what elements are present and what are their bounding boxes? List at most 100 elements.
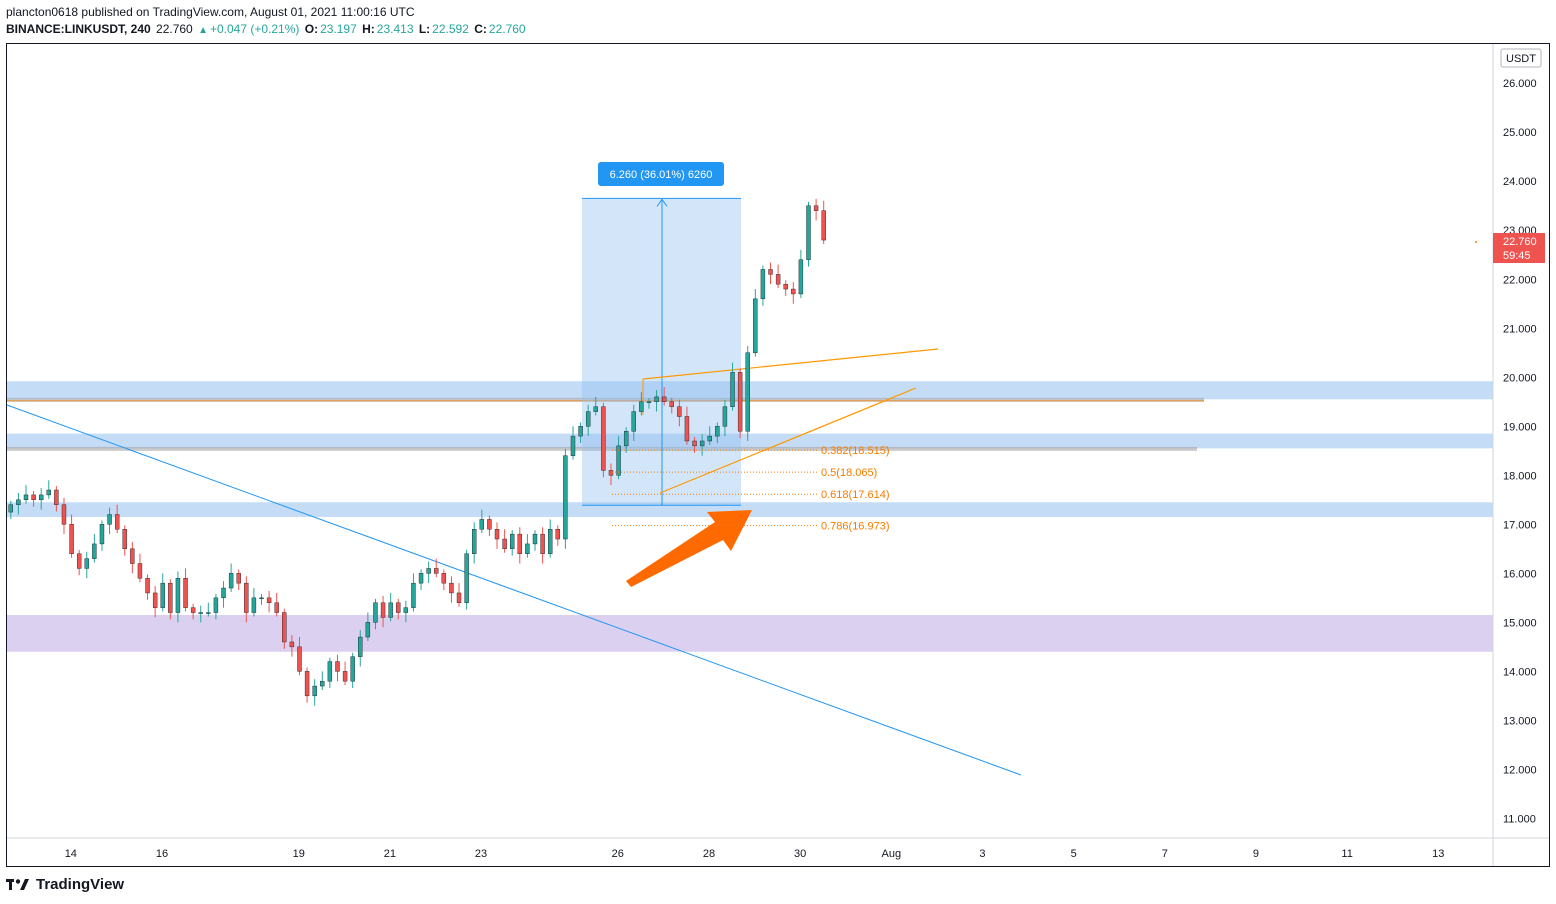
time-tick-label: 3 xyxy=(979,848,985,860)
candle-body xyxy=(76,553,82,569)
time-tick-label: 19 xyxy=(293,848,305,860)
candle-body xyxy=(669,401,674,407)
candle xyxy=(737,368,743,439)
candle-body xyxy=(145,578,150,594)
countdown-label: 59:45 xyxy=(1503,250,1531,262)
candle-body xyxy=(456,592,462,603)
candle xyxy=(114,504,120,534)
demand-zone xyxy=(7,614,1493,652)
candle xyxy=(403,600,409,623)
open-value: 23.197 xyxy=(320,22,357,36)
candle xyxy=(806,201,811,267)
candle-body xyxy=(791,288,796,295)
candle-body xyxy=(274,602,279,613)
candle-body xyxy=(677,406,682,417)
symbol-name[interactable]: BINANCE:LINKUSDT, 240 xyxy=(6,22,151,36)
candle-body xyxy=(335,661,340,672)
candle xyxy=(722,399,728,437)
candle xyxy=(388,592,393,622)
candle-body xyxy=(190,607,196,613)
candle-body xyxy=(707,435,712,442)
price-tick-label: 17.000 xyxy=(1503,519,1537,531)
candle-body xyxy=(639,401,644,412)
candle xyxy=(266,590,272,613)
candle-body xyxy=(297,646,302,672)
candle xyxy=(213,593,219,620)
candle xyxy=(487,515,492,537)
candle xyxy=(715,422,720,443)
candle-body xyxy=(646,401,652,403)
price-tick-label: 16.000 xyxy=(1503,568,1537,580)
candle-body xyxy=(570,435,576,456)
candle-body xyxy=(510,533,515,550)
candle-body xyxy=(92,543,97,559)
candle-body xyxy=(183,578,188,608)
price-tick-label: 12.000 xyxy=(1503,764,1537,776)
candle-body xyxy=(122,529,127,550)
high-value: 23.413 xyxy=(376,22,414,36)
candle-body xyxy=(532,533,538,545)
candle-body xyxy=(502,538,507,550)
candle xyxy=(547,519,553,558)
time-tick-label: 11 xyxy=(1341,848,1352,860)
candle xyxy=(570,426,576,460)
candle xyxy=(183,568,188,612)
candle xyxy=(646,397,652,409)
candle xyxy=(631,404,636,441)
candle xyxy=(327,657,333,689)
candle-body xyxy=(320,680,325,687)
candle xyxy=(768,262,773,285)
candle xyxy=(639,391,644,416)
candle xyxy=(601,402,606,478)
last-price-dot xyxy=(1475,241,1477,244)
candle xyxy=(8,500,13,519)
candle xyxy=(456,583,462,607)
candle-body xyxy=(472,529,477,554)
candle xyxy=(791,282,796,304)
candle xyxy=(190,603,196,620)
candle-body xyxy=(585,411,591,427)
candle-body xyxy=(137,563,143,579)
last-price: 22.760 xyxy=(156,22,193,36)
candle xyxy=(289,635,295,657)
symbol-legend: BINANCE:LINKUSDT, 240 22.760 ▲ +0.047 (+0… xyxy=(6,22,528,36)
low-value: 22.592 xyxy=(432,22,469,36)
candle-body xyxy=(722,406,728,427)
high-label: H: xyxy=(362,22,375,36)
candle-body xyxy=(403,607,409,613)
candle xyxy=(373,598,378,630)
candle-body xyxy=(623,430,629,447)
grey-level-line-upper xyxy=(7,397,1204,402)
candle-body xyxy=(411,582,416,608)
time-tick-label: 28 xyxy=(703,848,715,860)
candle-body xyxy=(289,641,295,648)
price-change: +0.047 (+0.21%) xyxy=(209,22,300,36)
candle xyxy=(380,595,386,628)
candle xyxy=(168,579,173,620)
candle-body xyxy=(107,514,112,525)
candle xyxy=(532,530,538,551)
candle-body xyxy=(168,582,173,613)
candle-body xyxy=(783,283,788,290)
candle-body xyxy=(730,372,735,407)
time-tick-label: 23 xyxy=(475,848,487,860)
time-tick-label: 9 xyxy=(1253,848,1259,860)
candle xyxy=(783,280,788,296)
candle-body xyxy=(631,411,636,432)
price-tick-label: 15.000 xyxy=(1503,617,1537,629)
candle-body xyxy=(304,671,310,697)
candle-body xyxy=(479,519,485,530)
candle xyxy=(578,422,583,443)
candle xyxy=(449,576,454,603)
candle-body xyxy=(8,504,13,513)
candle xyxy=(236,569,241,590)
candle-body xyxy=(540,533,545,554)
candle xyxy=(434,558,439,578)
candle-body xyxy=(54,489,59,505)
candle xyxy=(760,265,766,306)
close-value: 22.760 xyxy=(488,22,526,36)
candle-body xyxy=(61,504,67,525)
candle-body xyxy=(616,445,621,476)
fib-label-0-786: 0.786(16.973) xyxy=(821,521,890,533)
